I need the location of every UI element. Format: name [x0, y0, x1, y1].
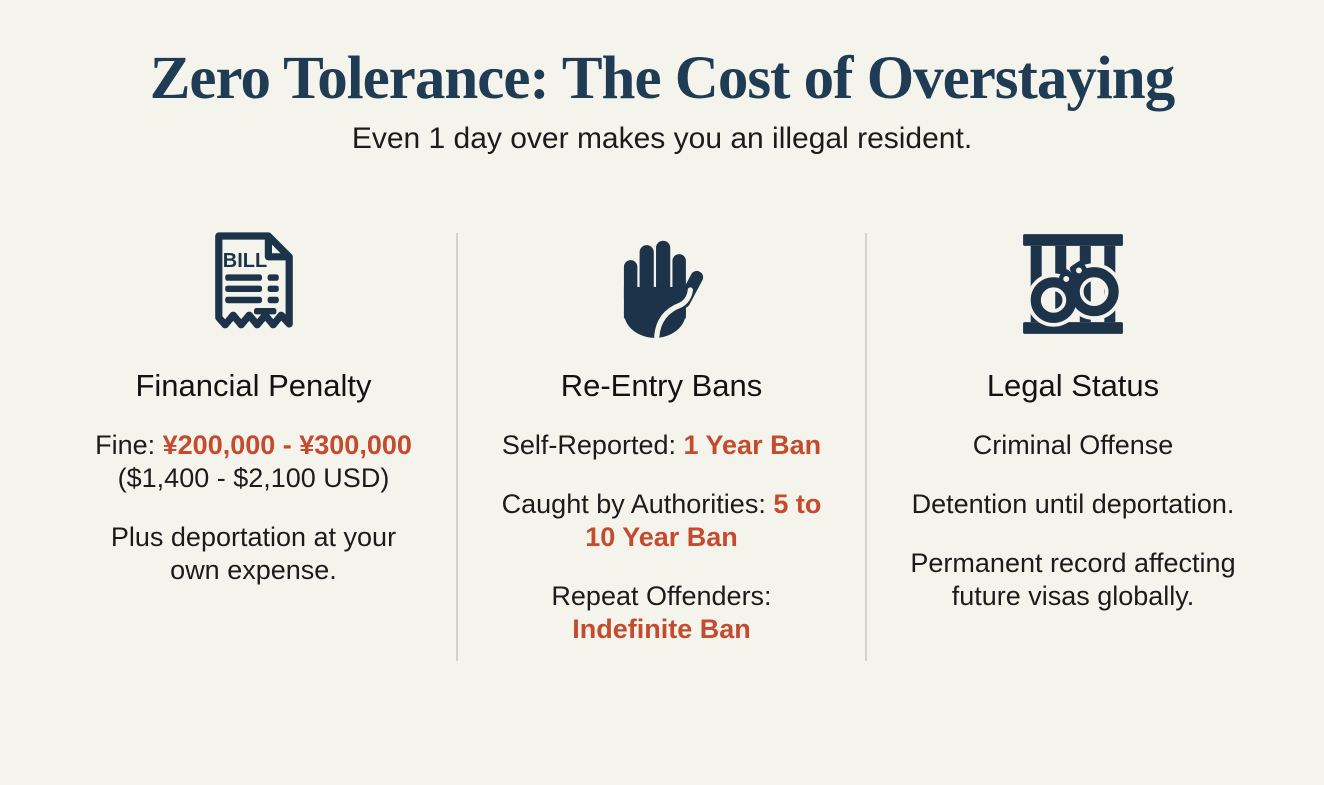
- text-line: future visas globally.: [910, 580, 1235, 613]
- column-text: Fine: ¥200,000 - ¥300,000 ($1,400 - $2,10…: [95, 429, 412, 587]
- column-legal-status: Legal Status Criminal Offense Detention u…: [866, 218, 1324, 612]
- body-text: ($1,400 - $2,100 USD): [117, 462, 390, 493]
- column-financial-penalty: BILL Financial Penalty Fine: ¥200,000 - …: [0, 218, 457, 586]
- text-line: Permanent record affecting: [910, 547, 1235, 580]
- infographic: Zero Tolerance: The Cost of Overstaying …: [0, 46, 1324, 785]
- text-line: ($1,400 - $2,100 USD): [95, 462, 412, 495]
- text-block: Detention until deportation.: [910, 488, 1235, 521]
- text-line: Caught by Authorities: 5 to: [502, 488, 822, 521]
- page-subtitle: Even 1 day over makes you an illegal res…: [351, 121, 973, 155]
- text-block: Caught by Authorities: 5 to 10 Year Ban: [502, 488, 822, 554]
- body-text: Criminal Offense: [972, 430, 1174, 461]
- icon-box: BILL: [206, 218, 302, 350]
- icon-box: [1018, 218, 1128, 350]
- text-line: Detention until deportation.: [910, 488, 1235, 521]
- accent-text: 10 Year Ban: [585, 521, 738, 552]
- body-text: Repeat Offenders:: [551, 580, 772, 611]
- text-block: Fine: ¥200,000 - ¥300,000 ($1,400 - $2,10…: [95, 429, 412, 495]
- column-heading: Legal Status: [986, 368, 1160, 404]
- text-line: Repeat Offenders:: [502, 580, 822, 613]
- accent-text: 1 Year Ban: [683, 430, 822, 461]
- body-text: Caught by Authorities:: [501, 488, 774, 519]
- body-text: future visas globally.: [951, 580, 1195, 611]
- text-line: Indefinite Ban: [502, 613, 822, 646]
- text-block: Criminal Offense: [910, 429, 1235, 462]
- column-divider: [456, 233, 458, 662]
- text-line: Fine: ¥200,000 - ¥300,000: [95, 429, 412, 462]
- text-line: Criminal Offense: [910, 429, 1235, 462]
- body-text: Self-Reported:: [501, 430, 684, 461]
- text-block: Permanent record affecting future visas g…: [910, 547, 1235, 613]
- text-line: 10 Year Ban: [502, 521, 822, 554]
- accent-text: Indefinite Ban: [572, 613, 751, 644]
- column-heading: Re-Entry Bans: [560, 368, 763, 404]
- body-text: Plus deportation at your: [110, 521, 397, 552]
- body-text: Permanent record affecting: [910, 547, 1236, 578]
- stop-hand-icon: [623, 241, 703, 340]
- accent-text: ¥200,000 - ¥300,000: [162, 430, 412, 461]
- text-block: Self-Reported: 1 Year Ban: [502, 429, 822, 462]
- columns-grid: BILL Financial Penalty Fine: ¥200,000 - …: [0, 218, 1324, 688]
- text-block: Repeat Offenders: Indefinite Ban: [502, 580, 822, 646]
- body-text: Detention until deportation.: [911, 488, 1235, 519]
- column-divider: [865, 233, 867, 662]
- icon-box: [606, 218, 718, 350]
- accent-text: 5 to: [773, 488, 822, 519]
- handcuffs-jail-bars-icon: [1023, 234, 1123, 335]
- column-text: Criminal Offense Detention until deportat…: [910, 429, 1235, 613]
- text-line: own expense.: [95, 554, 412, 587]
- text-line: Plus deportation at your: [95, 521, 412, 554]
- column-heading: Financial Penalty: [135, 368, 372, 404]
- page-title: Zero Tolerance: The Cost of Overstaying: [149, 45, 1175, 112]
- column-reentry-bans: Re-Entry Bans Self-Reported: 1 Year Ban C…: [457, 218, 866, 645]
- text-line: Self-Reported: 1 Year Ban: [502, 429, 822, 462]
- body-text: Fine:: [95, 430, 163, 461]
- column-text: Self-Reported: 1 Year Ban Caught by Autho…: [502, 429, 822, 646]
- bill-icon-label: BILL: [222, 251, 266, 273]
- text-block: Plus deportation at your own expense.: [95, 521, 412, 587]
- bill-receipt-icon: BILL: [214, 232, 293, 329]
- body-text: own expense.: [170, 554, 337, 585]
